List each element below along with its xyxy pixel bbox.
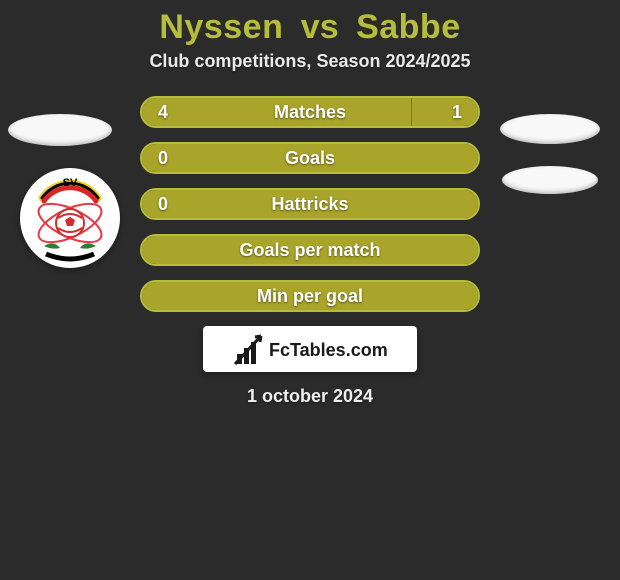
stat-left-fill	[142, 236, 478, 264]
fctables-logo: FcTables.com	[203, 326, 417, 372]
svg-text:SV: SV	[63, 177, 78, 189]
stat-row: Matches41	[140, 96, 480, 128]
fctables-badge: FcTables.com	[203, 326, 417, 372]
title-player2: Sabbe	[356, 8, 461, 46]
stat-right-value: 1	[452, 98, 462, 126]
club-logo-svg: SV	[20, 168, 120, 268]
player2-placeholder-oval-1	[500, 114, 600, 144]
club-logo: SV	[20, 168, 120, 268]
stat-row: Goals0	[140, 142, 480, 174]
stat-left-fill	[142, 282, 478, 310]
stat-left-fill	[142, 98, 411, 126]
stats-bars: Matches41Goals0Hattricks0Goals per match…	[140, 96, 480, 312]
player1-placeholder-oval	[8, 114, 112, 146]
title-player1: Nyssen	[159, 8, 283, 46]
date-text: 1 october 2024	[0, 386, 620, 407]
stage: SV Matches41Goals0Hattricks0Goals per ma…	[0, 96, 620, 407]
stat-left-value: 0	[158, 190, 168, 218]
comparison-title: Nyssen vs Sabbe	[0, 8, 620, 47]
svg-text:FcTables.com: FcTables.com	[269, 340, 388, 360]
stat-row: Min per goal	[140, 280, 480, 312]
stat-row: Hattricks0	[140, 188, 480, 220]
subtitle: Club competitions, Season 2024/2025	[0, 51, 620, 72]
stat-left-fill	[142, 144, 478, 172]
stat-left-value: 4	[158, 98, 168, 126]
stat-left-value: 0	[158, 144, 168, 172]
stat-row: Goals per match	[140, 234, 480, 266]
player2-placeholder-oval-2	[502, 166, 598, 194]
stat-left-fill	[142, 190, 478, 218]
title-vs: vs	[301, 8, 339, 46]
stat-right-fill	[411, 98, 478, 126]
